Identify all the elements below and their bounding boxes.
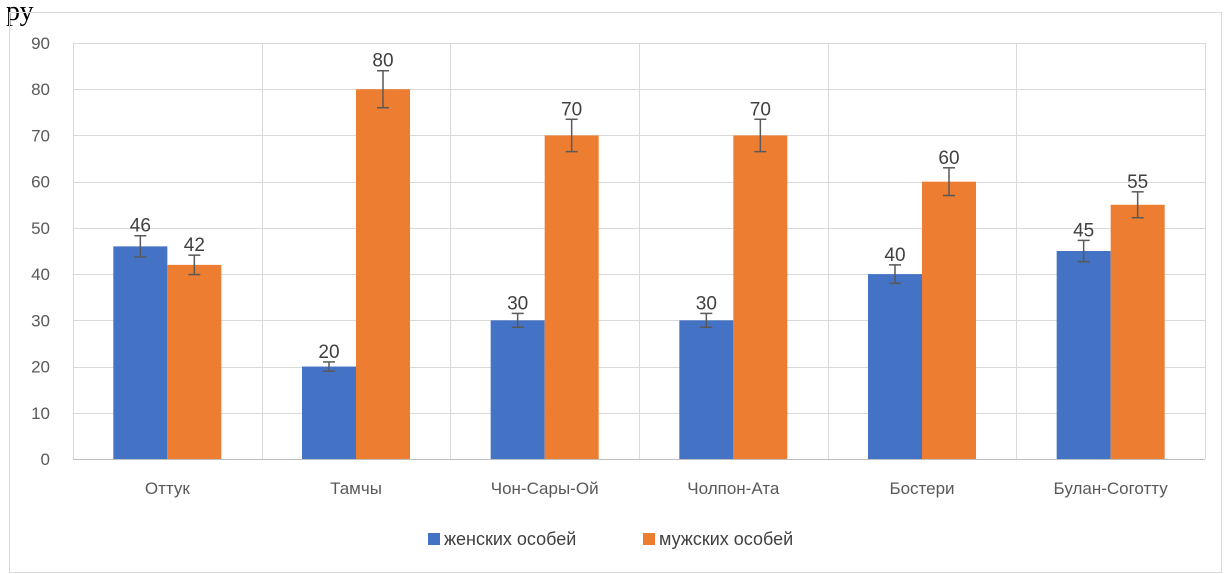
chart-border — [9, 12, 1222, 573]
x-tick-label: Бостери — [889, 479, 954, 498]
x-tick-label: Оттук — [145, 479, 190, 498]
y-tick-label: 20 — [31, 358, 50, 377]
data-label: 45 — [1073, 220, 1094, 241]
data-label: 40 — [884, 245, 905, 266]
data-label: 70 — [750, 99, 771, 120]
y-tick-label: 90 — [31, 34, 50, 53]
y-tick-label: 50 — [31, 219, 50, 238]
legend-swatch — [643, 533, 655, 545]
data-label: 20 — [318, 342, 339, 363]
x-tick-label: Булан-Соготту — [1054, 479, 1169, 498]
x-tick-label: Чон-Сары-Ой — [491, 479, 599, 498]
data-label: 30 — [696, 293, 717, 314]
bars — [113, 69, 1165, 459]
x-tick-label: Тамчы — [330, 479, 382, 498]
data-label: 42 — [184, 235, 205, 256]
bar — [167, 264, 222, 459]
y-axis-ticks: 0 10 20 30 40 50 60 70 80 90 — [31, 34, 50, 469]
y-tick-label: 80 — [31, 80, 50, 99]
data-label: 60 — [938, 148, 959, 169]
legend-label: мужских особей — [659, 529, 793, 549]
data-label: 46 — [130, 216, 151, 237]
bar — [922, 181, 976, 459]
x-axis-ticks: Оттук Тамчы Чон-Сары-Ой Чолпон-Ата Бостери Бу… — [145, 479, 1168, 498]
y-tick-label: 40 — [31, 265, 50, 284]
legend: женских особей мужских особей — [428, 529, 793, 549]
legend-swatch — [428, 533, 440, 545]
y-tick-label: 10 — [31, 404, 50, 423]
y-tick-label: 30 — [31, 311, 50, 330]
bar — [356, 89, 410, 459]
data-label: 30 — [507, 293, 528, 314]
top-text-fragment: ру — [6, 0, 34, 27]
data-label: 70 — [561, 99, 582, 120]
data-labels: 46 42 20 80 30 70 30 70 40 60 45 55 — [130, 51, 1148, 363]
bar — [733, 135, 788, 459]
bar — [679, 320, 734, 459]
x-tick-label: Чолпон-Ата — [687, 479, 780, 498]
y-tick-label: 60 — [31, 173, 50, 192]
bar — [302, 366, 356, 459]
y-tick-label: 0 — [41, 450, 50, 469]
bar — [544, 135, 599, 459]
y-tick-label: 70 — [31, 126, 50, 145]
bar — [1110, 204, 1165, 459]
bar — [868, 274, 922, 459]
bar — [490, 320, 545, 459]
data-label: 80 — [372, 51, 393, 72]
data-label: 55 — [1127, 172, 1148, 193]
bar — [113, 246, 168, 459]
legend-label: женских особей — [444, 529, 576, 549]
bar — [1056, 251, 1111, 459]
gridlines — [73, 43, 1206, 460]
